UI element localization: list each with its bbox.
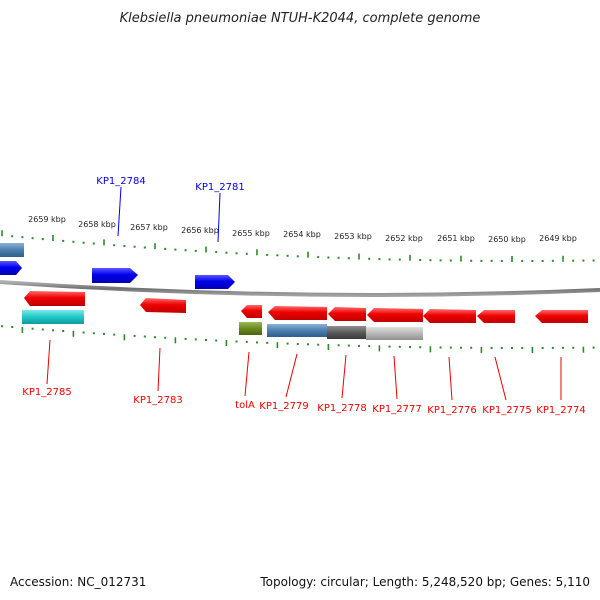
gene-label-kp1-2785[interactable]: KP1_2785 bbox=[22, 387, 71, 398]
gene-arrow-kp1-2784[interactable] bbox=[92, 268, 138, 283]
gene-arrow-tola[interactable] bbox=[241, 305, 262, 318]
scale-label-2653: 2653 kbp bbox=[334, 232, 372, 241]
gene-label-kp1-2784[interactable]: KP1_2784 bbox=[96, 176, 145, 187]
accession-text: Accession: NC_012731 bbox=[10, 575, 146, 589]
leader-line-kp1-2779 bbox=[285, 353, 298, 398]
gene-arrow-kp1-2777[interactable] bbox=[367, 308, 423, 322]
gene-label-kp1-2783[interactable]: KP1_2783 bbox=[133, 395, 182, 406]
genome-summary-text: Topology: circular; Length: 5,248,520 bp… bbox=[259, 575, 590, 589]
scale-labels: 2659 kbp 2658 kbp 2657 kbp 2656 kbp 2655… bbox=[28, 215, 577, 244]
gene-label-kp1-2779[interactable]: KP1_2779 bbox=[259, 401, 308, 412]
dark-gray-feature-kp1-2778[interactable] bbox=[327, 326, 366, 339]
upper-strand-features bbox=[0, 243, 235, 289]
gene-arrow-kp1-2783[interactable] bbox=[140, 298, 186, 313]
leader-line-kp1-2778 bbox=[341, 354, 347, 399]
gene-label-kp1-2775[interactable]: KP1_2775 bbox=[482, 405, 531, 416]
gene-label-kp1-2776[interactable]: KP1_2776 bbox=[427, 405, 476, 416]
leader-line-kp1-2781 bbox=[217, 192, 221, 243]
map-title: Klebsiella pneumoniae NTUH-K2044, comple… bbox=[120, 11, 481, 26]
lower-strand-features bbox=[22, 291, 588, 340]
gene-label-kp1-2781[interactable]: KP1_2781 bbox=[195, 182, 244, 193]
gene-arrow-forward-left-edge[interactable] bbox=[0, 261, 22, 275]
upper-scale-ticks bbox=[1, 230, 595, 262]
scale-label-2655: 2655 kbp bbox=[232, 229, 270, 238]
gene-label-kp1-2777[interactable]: KP1_2777 bbox=[372, 404, 421, 415]
genome-backbone bbox=[0, 280, 600, 297]
leader-line-kp1-2783 bbox=[157, 347, 161, 392]
scale-label-2650: 2650 kbp bbox=[488, 235, 526, 244]
leader-line-kp1-2777 bbox=[393, 355, 398, 400]
scale-label-2654: 2654 kbp bbox=[283, 230, 321, 239]
gene-arrow-kp1-2778[interactable] bbox=[328, 307, 366, 321]
gene-arrow-kp1-2781[interactable] bbox=[195, 275, 235, 289]
gene-arrow-kp1-2779[interactable] bbox=[268, 306, 327, 320]
cyan-feature-kp1-2785[interactable] bbox=[22, 310, 84, 324]
scale-label-2659: 2659 kbp bbox=[28, 215, 66, 224]
light-gray-feature-kp1-2777[interactable] bbox=[366, 327, 423, 340]
steel-feature-upper-left[interactable] bbox=[0, 243, 24, 257]
scale-label-2656: 2656 kbp bbox=[181, 226, 219, 235]
olive-feature-tola[interactable] bbox=[239, 322, 262, 335]
leader-line-kp1-2775 bbox=[494, 356, 507, 401]
gene-arrow-kp1-2774[interactable] bbox=[535, 310, 588, 323]
steel-feature-kp1-2779[interactable] bbox=[267, 324, 327, 337]
scale-label-2652: 2652 kbp bbox=[385, 234, 423, 243]
gene-arrow-kp1-2775[interactable] bbox=[477, 310, 515, 323]
scale-label-2649: 2649 kbp bbox=[539, 234, 577, 243]
lower-scale-ticks bbox=[1, 325, 595, 353]
gene-label-kp1-2774[interactable]: KP1_2774 bbox=[536, 405, 585, 416]
gene-arrow-kp1-2785[interactable] bbox=[24, 291, 85, 306]
leader-line-kp1-2785 bbox=[46, 339, 51, 385]
leader-line-tola bbox=[244, 351, 250, 397]
gene-arrow-kp1-2776[interactable] bbox=[423, 309, 476, 323]
upper-gene-labels: KP1_2784 KP1_2781 bbox=[96, 176, 245, 243]
gene-label-kp1-2778[interactable]: KP1_2778 bbox=[317, 403, 366, 414]
scale-label-2657: 2657 kbp bbox=[130, 223, 168, 232]
lower-gene-labels: KP1_2785 KP1_2783 tolA KP1_2779 KP1_2778… bbox=[22, 339, 586, 416]
leader-line-kp1-2784 bbox=[117, 186, 122, 237]
scale-label-2658: 2658 kbp bbox=[78, 220, 116, 229]
leader-line-kp1-2776 bbox=[448, 356, 453, 401]
scale-label-2651: 2651 kbp bbox=[437, 234, 475, 243]
gene-label-tola[interactable]: tolA bbox=[235, 400, 255, 411]
